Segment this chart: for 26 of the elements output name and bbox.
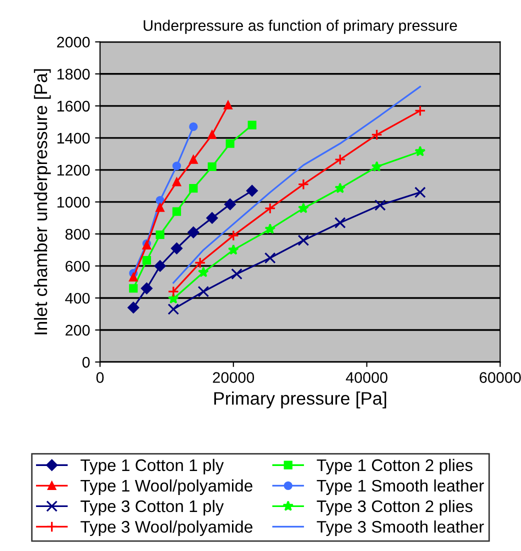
y-axis-title: Inlet chamber underpressure [Pa]	[34, 69, 51, 334]
y-tick-label: 200	[66, 324, 90, 336]
legend-label: Type 3 Wool/polyamide	[80, 520, 252, 536]
x-axis-title: Primary pressure [Pa]	[214, 392, 386, 408]
chart-title: Underpressure as function of primary pressure	[144, 20, 457, 34]
x-tick-label: 20000	[212, 372, 254, 383]
y-tick-label: 2000	[57, 36, 90, 48]
legend-label: Type 1 Wool/polyamide	[80, 479, 252, 495]
legend-label: Type 3 Smooth leather	[316, 520, 484, 536]
y-tick-label: 1400	[57, 132, 90, 144]
legend-label: Type 1 Cotton 1 ply	[80, 458, 224, 474]
y-tick-label: 800	[65, 228, 90, 240]
legend-label: Type 1 Smooth leather	[316, 479, 484, 495]
x-tick-label: 0	[96, 372, 104, 383]
y-tick-label: 1800	[57, 68, 90, 80]
y-tick-label: 1000	[57, 196, 90, 208]
x-tick-label: 40000	[346, 372, 388, 383]
legend-label: Type 1 Cotton 2 plies	[316, 458, 472, 474]
legend-label: Type 3 Cotton 1 ply	[80, 500, 224, 516]
x-tick-label: 60000	[480, 372, 521, 383]
y-tick-label: 400	[65, 292, 90, 304]
y-tick-label: 0	[82, 356, 90, 368]
y-tick-label: 1200	[57, 164, 90, 176]
legend-label: Type 3 Cotton 2 plies	[316, 500, 472, 516]
y-tick-label: 1600	[57, 100, 90, 112]
y-tick-label: 600	[66, 260, 90, 272]
